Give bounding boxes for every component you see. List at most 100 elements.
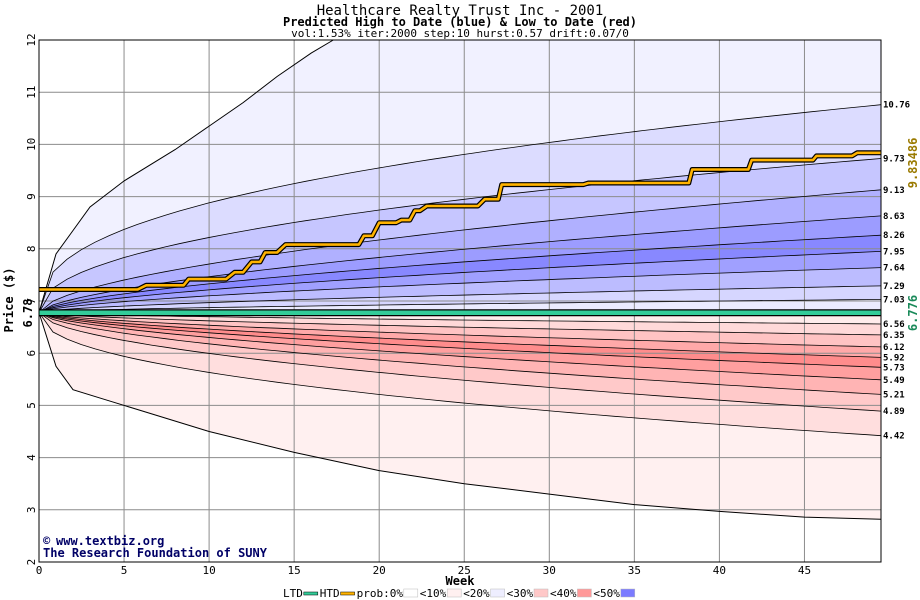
legend-swatch: [620, 588, 636, 598]
x-axis-label: Week: [446, 574, 476, 588]
legend-swatch: [303, 591, 319, 596]
price-series: [39, 150, 881, 317]
y-tick-label: 5: [25, 402, 38, 409]
upper-band-4: [39, 215, 881, 313]
band-label-7.03: 7.03: [883, 295, 905, 305]
x-tick-label: 30: [543, 564, 556, 577]
x-tick-label: 45: [798, 564, 811, 577]
upper-band-1: [39, 104, 881, 313]
x-tick-label: 20: [373, 564, 386, 577]
legend-label: <20%: [463, 587, 490, 600]
band-label-6.35: 6.35: [883, 331, 905, 341]
band-boundary-lines: [38, 39, 882, 520]
chart-subtitle: Predicted High to Date (blue) & Low to D…: [283, 15, 637, 29]
upper-band-8: [39, 285, 881, 313]
band-label-8.26: 8.26: [883, 231, 905, 241]
upper-band-7: [39, 267, 881, 313]
legend-label: HTD: [320, 587, 340, 600]
y-tick-label: 12: [25, 33, 38, 46]
y-tick-label: 3: [25, 506, 38, 513]
band-label-6.56: 6.56: [883, 320, 905, 330]
lower-band-9: [39, 312, 881, 520]
current-price-label: 6.776: [906, 295, 920, 331]
lower-line-4.89: [38, 312, 882, 412]
chart-title: Healthcare Realty Trust Inc - 2001: [317, 3, 604, 19]
upper-line-9.13: [38, 189, 882, 313]
lower-band-7: [39, 312, 881, 412]
y-tick-label: 6: [25, 350, 38, 357]
legend-label: <30%: [507, 587, 534, 600]
legend-swatch: [533, 588, 549, 598]
x-tick-label: 0: [36, 564, 43, 577]
x-tick-label: 5: [121, 564, 128, 577]
band-label-5.49: 5.49: [883, 376, 905, 386]
lower-line-5.92: [38, 312, 882, 358]
legend-swatch: [403, 588, 419, 598]
upper-line-7.64: [38, 267, 882, 313]
legend-label: LTD: [283, 587, 303, 600]
y-axis-label: Price ($): [2, 267, 16, 332]
x-tick-label: 25: [458, 564, 471, 577]
lower-line-6.56: [38, 312, 882, 325]
legend-swatch: [446, 588, 462, 598]
y-tick-label: 7: [25, 298, 38, 305]
lower-band-1: [39, 312, 881, 335]
upper-outer-line: [38, 39, 334, 313]
credit-url: www.textbiz.org: [56, 534, 164, 548]
lower-band-6: [39, 312, 881, 395]
lower-line-5.73: [38, 312, 882, 368]
legend-label: prob:0%: [357, 587, 404, 600]
high-to-date-label: 9.83486: [906, 138, 920, 189]
upper-line-10.76: [38, 104, 882, 313]
band-label-4.42: 4.42: [883, 432, 905, 442]
lower-line-5.21: [38, 312, 882, 395]
x-tick-label: 15: [288, 564, 301, 577]
lower-outer-line: [38, 312, 882, 520]
upper-line-8.63: [38, 215, 882, 313]
lower-line-6.35: [38, 312, 882, 336]
lower-line-5.49: [38, 312, 882, 381]
y-tick-label: 11: [25, 86, 38, 99]
legend: LTD HTD prob:0% <10% <20% <30% <40% <50%: [283, 587, 636, 600]
chart-params: vol:1.53% iter:2000 step:10 hurst:0.57 d…: [291, 27, 629, 40]
y-tick-label: 8: [25, 245, 38, 252]
copyright-symbol: ©: [43, 534, 51, 548]
legend-swatch: [577, 588, 592, 598]
legend-label: <10%: [420, 587, 447, 600]
band-label-10.76: 10.76: [883, 101, 910, 111]
band-label-7.64: 7.64: [883, 264, 905, 274]
upper-line-7.95: [38, 251, 882, 313]
band-label-4.89: 4.89: [883, 407, 905, 417]
band-label-8.63: 8.63: [883, 212, 905, 222]
x-tick-label: 40: [713, 564, 726, 577]
lower-band-2: [39, 312, 881, 347]
band-label-5.92: 5.92: [883, 353, 905, 363]
upper-band-3: [39, 189, 881, 313]
lower-line-4.42: [38, 312, 882, 437]
x-tick-label: 35: [628, 564, 641, 577]
htd-line: [39, 151, 881, 291]
upper-line-7.29: [38, 285, 882, 313]
legend-label: <50%: [593, 587, 620, 600]
credit-org: The Research Foundation of SUNY: [43, 546, 268, 560]
x-tick-label: 10: [202, 564, 215, 577]
band-label-7.95: 7.95: [883, 247, 905, 257]
lower-line-6.12: [38, 312, 882, 348]
upper-line-7.03: [38, 299, 882, 313]
band-label-5.73: 5.73: [883, 363, 905, 373]
y-tick-label: 9: [25, 193, 38, 200]
lower-band-5: [39, 312, 881, 380]
band-label-5.21: 5.21: [883, 390, 905, 400]
legend-swatch: [490, 588, 505, 598]
y-tick-label: 10: [25, 138, 38, 151]
band-label-6.12: 6.12: [883, 343, 905, 353]
upper-band-5: [39, 235, 881, 313]
y-tick-label: 4: [25, 454, 38, 461]
upper-band-6: [39, 251, 881, 313]
probability-bands: [39, 40, 881, 520]
plot-frame: [38, 39, 882, 563]
band-label-9.73: 9.73: [883, 154, 905, 164]
band-label-9.13: 9.13: [883, 186, 905, 196]
